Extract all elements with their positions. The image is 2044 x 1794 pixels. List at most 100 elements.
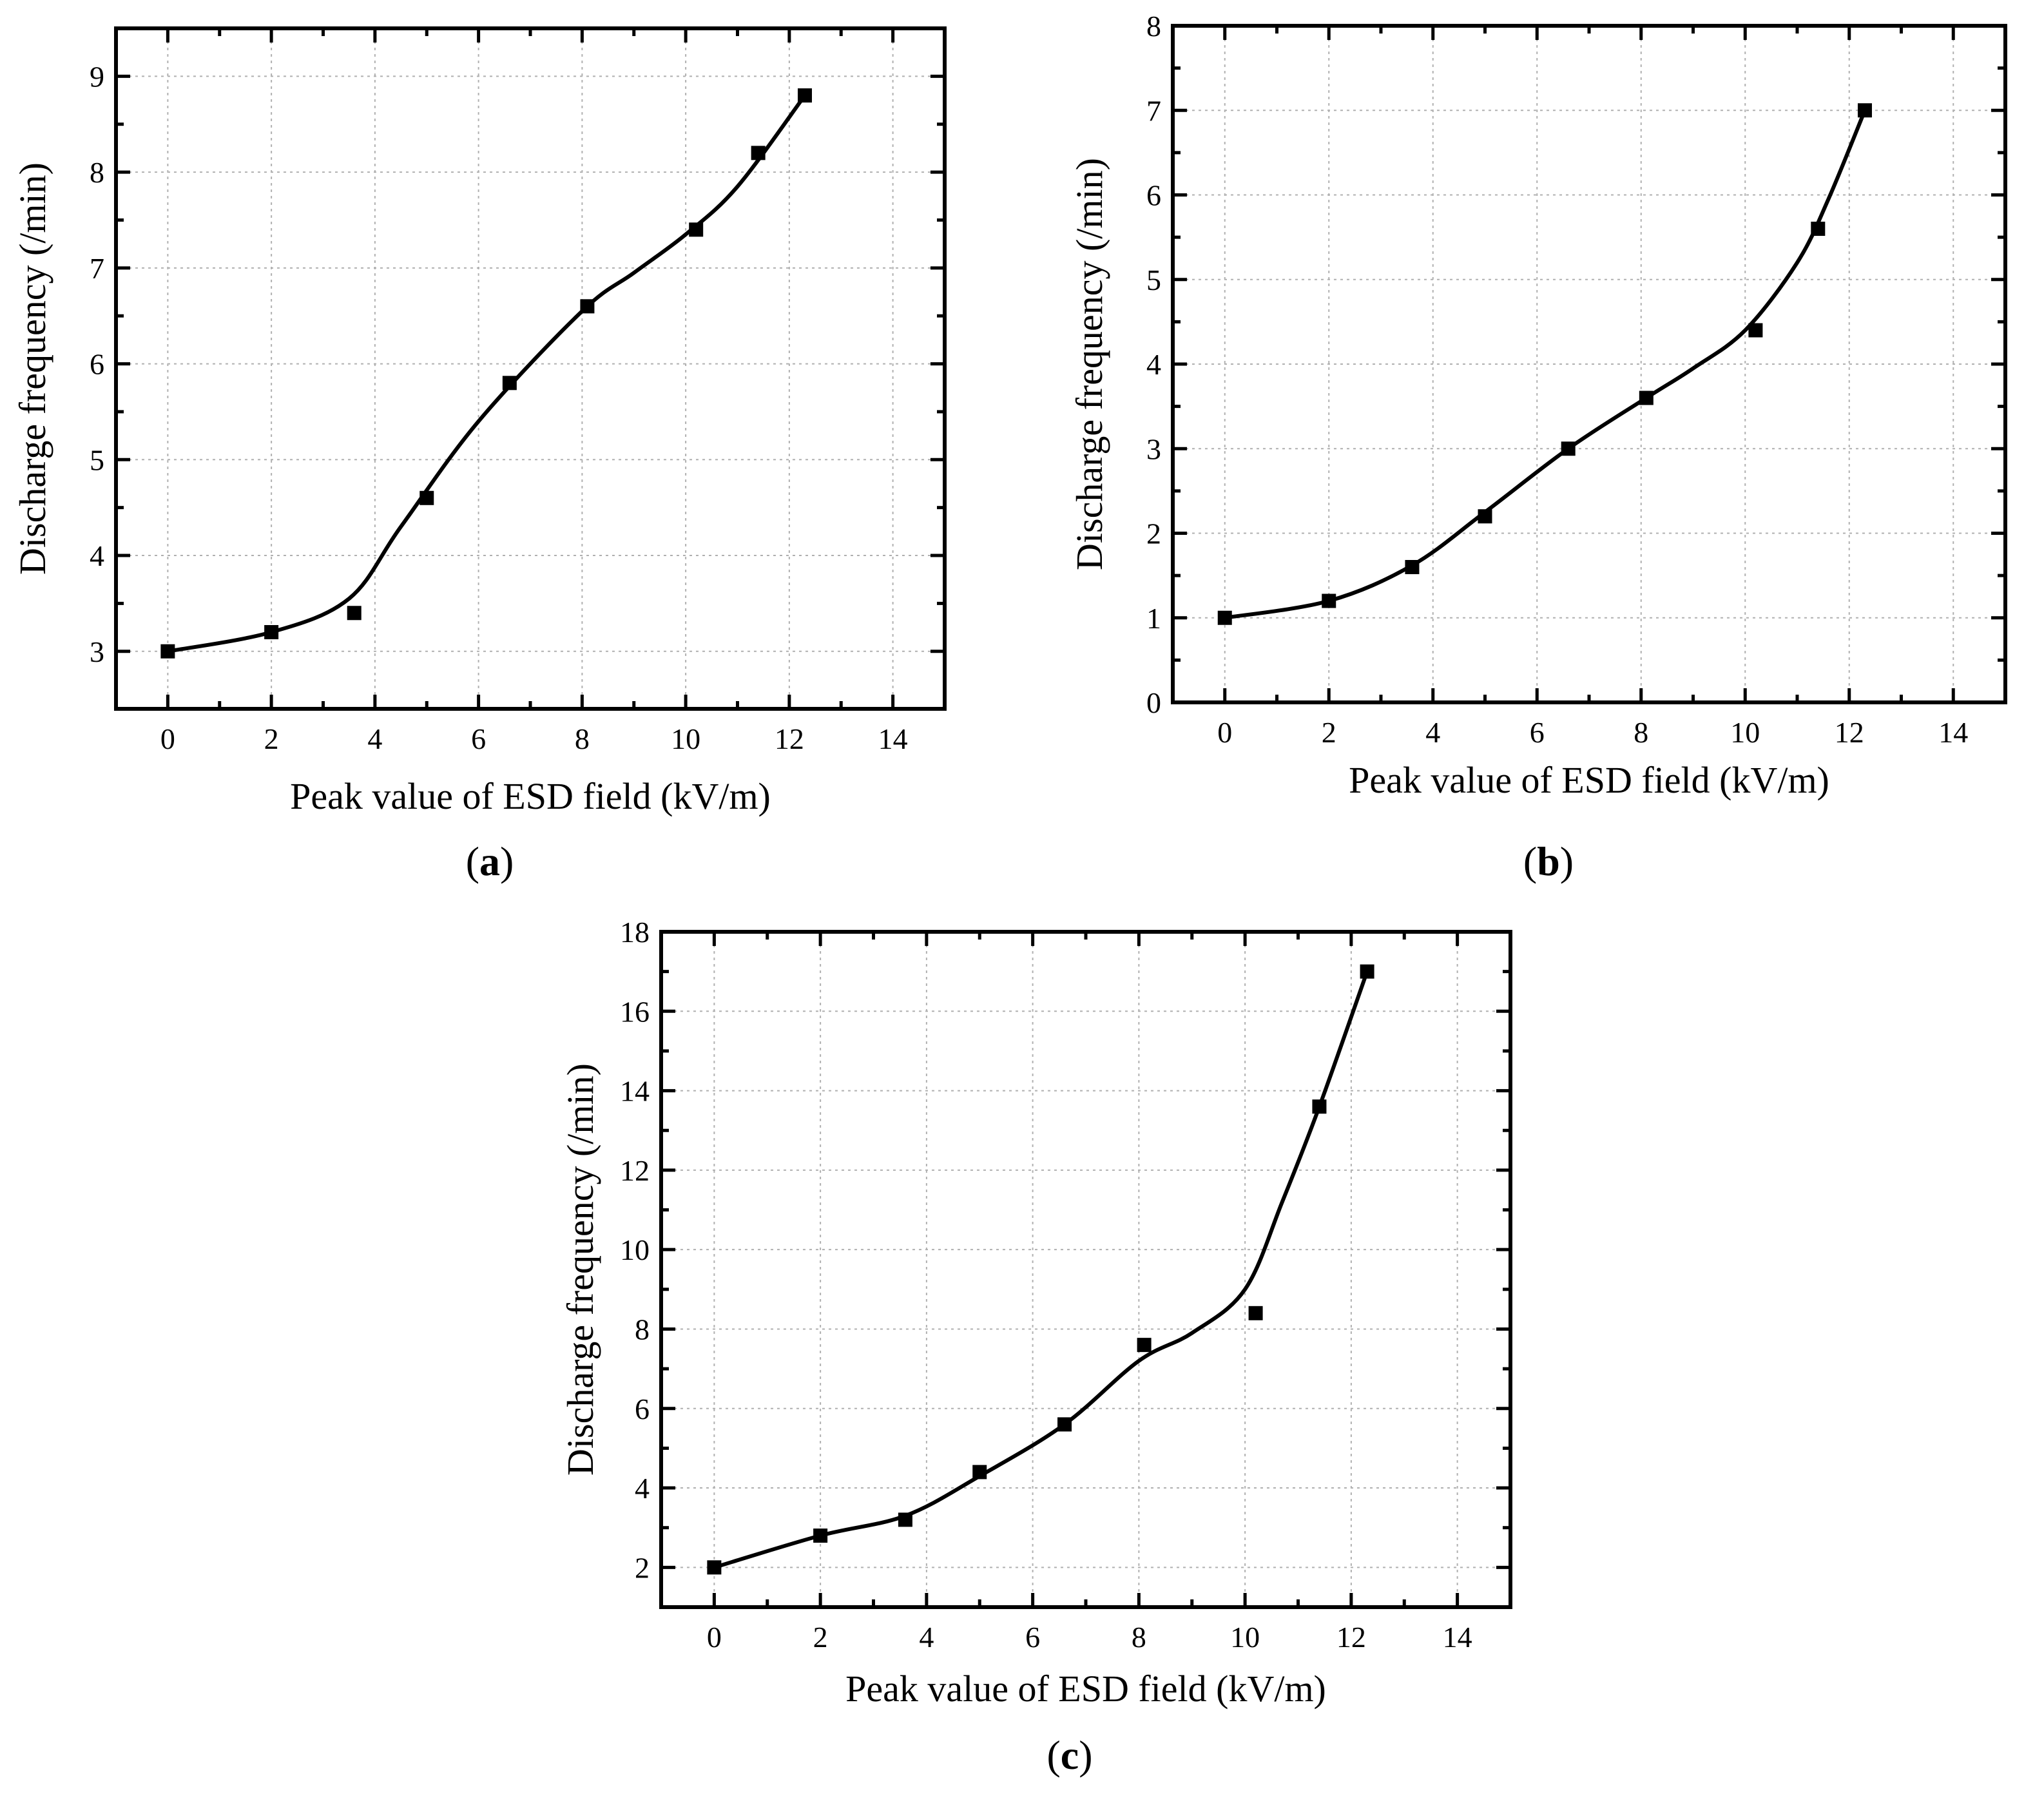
y-tick-label: 1 bbox=[1146, 602, 1161, 635]
x-tick-label: 0 bbox=[160, 722, 175, 755]
data-point bbox=[689, 222, 704, 237]
data-point bbox=[1478, 509, 1492, 524]
x-tick-label: 6 bbox=[1530, 716, 1545, 749]
plot-frame bbox=[1171, 24, 2007, 704]
data-point bbox=[1639, 391, 1654, 405]
data-point bbox=[898, 1512, 912, 1527]
x-axis-label: Peak value of ESD field (kV/m) bbox=[290, 775, 771, 817]
data-point bbox=[1217, 610, 1232, 625]
x-tick-label: 2 bbox=[264, 722, 279, 755]
x-tick-label: 10 bbox=[1730, 716, 1760, 749]
y-tick-label: 7 bbox=[1146, 94, 1161, 127]
data-point bbox=[1811, 222, 1826, 236]
data-point bbox=[1137, 1338, 1152, 1353]
y-tick-label: 6 bbox=[1146, 179, 1161, 212]
tick-labels: 0 2 4 6 8 10 12 14 3 4 5 6 7 8 9 bbox=[90, 60, 908, 755]
data-point bbox=[1312, 1099, 1327, 1114]
data-point bbox=[580, 299, 595, 314]
y-tick-label: 12 bbox=[620, 1154, 650, 1187]
y-tick-label: 3 bbox=[90, 635, 104, 668]
x-tick-label: 14 bbox=[1938, 716, 1968, 749]
x-axis-label: Peak value of ESD field (kV/m) bbox=[845, 1668, 1326, 1710]
y-tick-label: 4 bbox=[635, 1472, 650, 1505]
data-point bbox=[264, 625, 279, 640]
x-tick-label: 14 bbox=[1443, 1621, 1472, 1654]
x-tick-label: 0 bbox=[1217, 716, 1232, 749]
y-tick-label: 18 bbox=[620, 916, 650, 949]
y-axis-label: Discharge frequency (/min) bbox=[559, 1063, 601, 1476]
data-point bbox=[1057, 1417, 1072, 1432]
chart-panel-c: 0 2 4 6 8 10 12 14 2 4 6 8 10 12 14 16 18 Peak value of E… bbox=[559, 916, 1512, 1710]
data-point bbox=[347, 606, 362, 621]
y-axis-label: Discharge frequency (/min) bbox=[12, 162, 53, 575]
data-point bbox=[1248, 1306, 1263, 1320]
x-tick-label: 6 bbox=[1025, 1621, 1040, 1654]
y-tick-label: 5 bbox=[1146, 264, 1161, 296]
y-tick-label: 6 bbox=[635, 1393, 650, 1425]
plot-frame bbox=[659, 930, 1512, 1609]
x-tick-label: 2 bbox=[1322, 716, 1336, 749]
data-point bbox=[419, 490, 434, 505]
series-curve bbox=[713, 970, 1369, 1570]
data-point bbox=[1857, 103, 1872, 118]
data-point bbox=[1561, 441, 1576, 456]
data-point bbox=[972, 1465, 987, 1480]
y-tick-label: 4 bbox=[1146, 348, 1161, 381]
y-tick-label: 7 bbox=[90, 252, 104, 285]
series-curve bbox=[1224, 110, 1867, 620]
data-point bbox=[797, 88, 812, 103]
x-tick-label: 0 bbox=[707, 1621, 722, 1654]
data-point bbox=[1360, 964, 1374, 979]
x-tick-label: 12 bbox=[775, 722, 804, 755]
tick-labels: 0 2 4 6 8 10 12 14 2 4 6 8 10 12 14 16 18 bbox=[620, 916, 1472, 1654]
y-tick-label: 2 bbox=[1146, 517, 1161, 550]
grid-lines bbox=[116, 28, 945, 709]
data-point bbox=[1405, 560, 1420, 574]
y-tick-label: 9 bbox=[90, 60, 104, 93]
y-tick-label: 6 bbox=[90, 348, 104, 381]
data-point bbox=[813, 1529, 828, 1543]
y-tick-label: 10 bbox=[620, 1233, 650, 1266]
data-point bbox=[160, 644, 175, 659]
data-point bbox=[1748, 323, 1763, 338]
data-point bbox=[707, 1560, 722, 1575]
y-tick-label: 14 bbox=[620, 1075, 650, 1108]
chart-panel-a: 0 2 4 6 8 10 12 14 3 4 5 6 7 8 9 Peak value of ESD fiel… bbox=[12, 26, 947, 817]
y-tick-label: 0 bbox=[1146, 686, 1161, 719]
axis-ticks bbox=[116, 28, 945, 709]
panel-label-a: (a) bbox=[466, 838, 514, 884]
x-tick-label: 4 bbox=[367, 722, 382, 755]
y-tick-label: 2 bbox=[635, 1551, 650, 1584]
panel-label-b: (b) bbox=[1523, 838, 1574, 884]
x-tick-label: 8 bbox=[575, 722, 590, 755]
data-point bbox=[751, 146, 766, 160]
plot-frame bbox=[114, 26, 947, 711]
y-tick-label: 5 bbox=[90, 443, 104, 476]
data-markers bbox=[707, 964, 1374, 1575]
x-tick-label: 4 bbox=[919, 1621, 934, 1654]
x-tick-label: 8 bbox=[1634, 716, 1648, 749]
x-tick-label: 10 bbox=[671, 722, 700, 755]
data-markers bbox=[160, 88, 812, 659]
data-markers bbox=[1217, 103, 1872, 625]
x-tick-label: 12 bbox=[1336, 1621, 1366, 1654]
x-tick-label: 2 bbox=[813, 1621, 828, 1654]
x-tick-label: 4 bbox=[1425, 716, 1440, 749]
panel-label-c: (c) bbox=[1046, 1732, 1092, 1778]
x-tick-label: 14 bbox=[878, 722, 908, 755]
y-tick-label: 8 bbox=[635, 1313, 650, 1346]
x-tick-label: 12 bbox=[1835, 716, 1864, 749]
data-point bbox=[502, 376, 517, 391]
y-tick-label: 4 bbox=[90, 539, 104, 572]
x-tick-label: 8 bbox=[1132, 1621, 1146, 1654]
x-tick-label: 6 bbox=[471, 722, 486, 755]
y-tick-label: 16 bbox=[620, 995, 650, 1028]
y-axis-label: Discharge frequency (/min) bbox=[1068, 158, 1110, 570]
x-tick-label: 10 bbox=[1230, 1621, 1260, 1654]
grid-lines bbox=[661, 931, 1510, 1607]
y-tick-label: 8 bbox=[1146, 10, 1161, 43]
